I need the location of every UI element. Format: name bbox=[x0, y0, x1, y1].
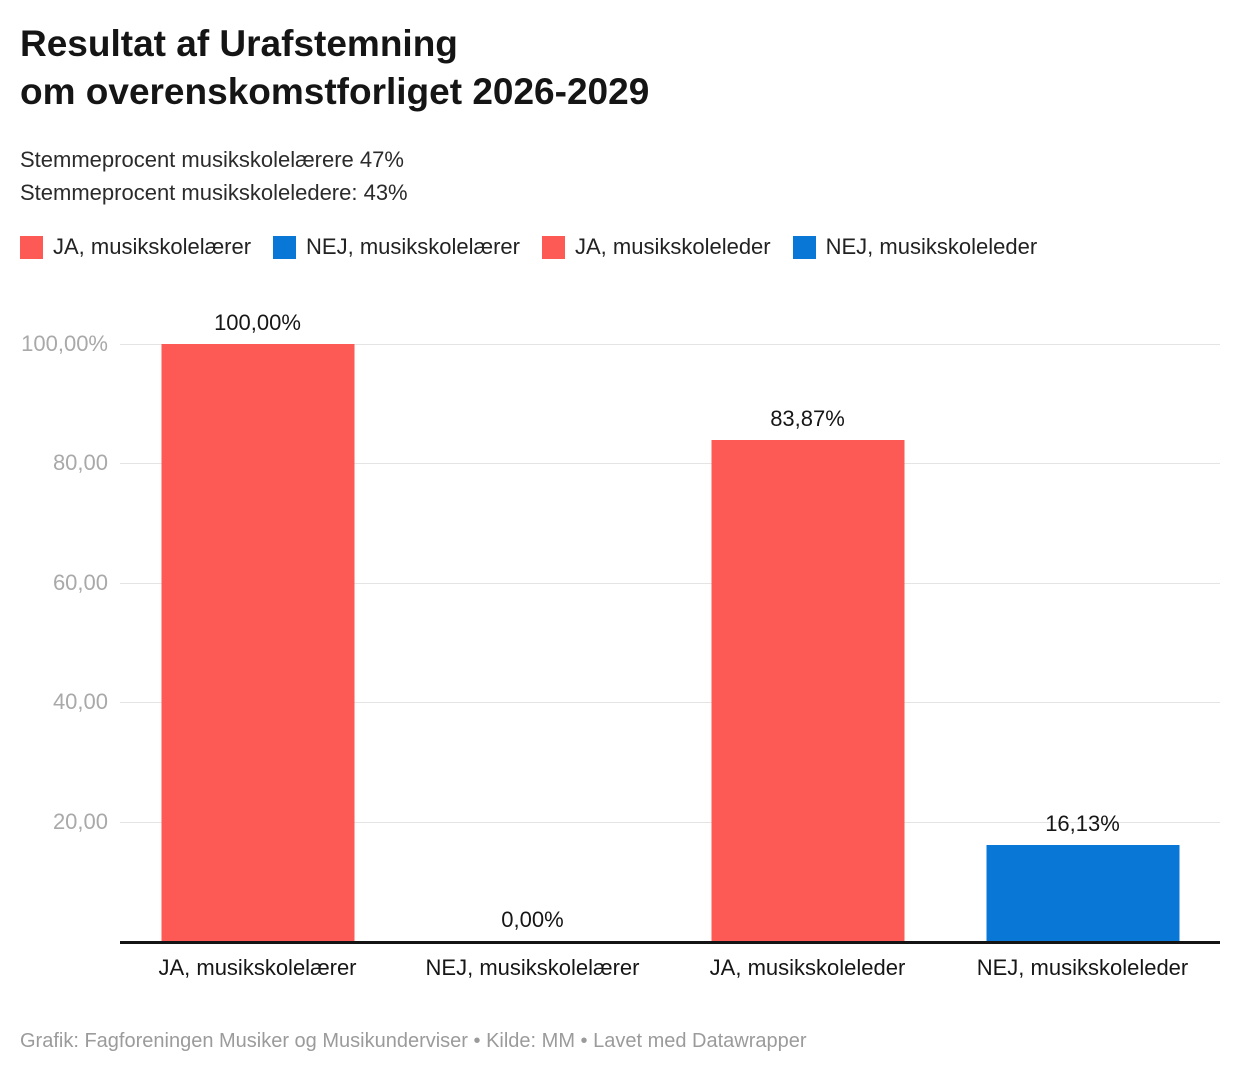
legend-item: NEJ, musikskolelærer bbox=[273, 234, 520, 260]
legend-item-label: JA, musikskolelærer bbox=[53, 234, 252, 259]
plot-area: 100,00% 80,00 60,00 40,00 20,00 100,00% 0,00% 8… bbox=[21, 310, 1220, 944]
bar-columns: 100,00% 0,00% 83,87% 16,13% bbox=[120, 310, 1220, 941]
y-axis-tick-label: 60,00 bbox=[52, 569, 108, 595]
legend: JA, musikskolelærer NEJ, musikskolelærer J… bbox=[20, 234, 1220, 260]
bar bbox=[986, 844, 1179, 941]
legend-swatch bbox=[541, 235, 565, 259]
footer-credit: Grafik: Fagforeningen Musiker og Musikun… bbox=[20, 1030, 807, 1052]
y-axis-tick-label: 80,00 bbox=[52, 450, 108, 476]
x-axis-category-label: JA, musikskolelærer bbox=[158, 955, 357, 980]
x-axis-labels: JA, musikskolelærer NEJ, musikskolelærer J… bbox=[120, 955, 1220, 981]
legend-swatch bbox=[273, 235, 297, 259]
x-axis-category-label: NEJ, musikskoleleder bbox=[976, 955, 1189, 980]
bar-slot: 16,13% bbox=[945, 344, 1220, 941]
bar-slot: 100,00% bbox=[120, 310, 395, 941]
legend-swatch bbox=[20, 235, 43, 259]
page-subtitle: Stemmeprocent musikskolelærere 47% Stemm… bbox=[20, 147, 408, 205]
y-axis-tick-label: 40,00 bbox=[52, 689, 108, 715]
gridline bbox=[120, 344, 1220, 345]
bar-value-label: 0,00% bbox=[501, 907, 564, 932]
legend-item-label: JA, musikskoleleder bbox=[574, 234, 771, 259]
bar-value-label: 83,87% bbox=[770, 406, 845, 432]
legend-item-label: NEJ, musikskolelærer bbox=[306, 234, 520, 259]
legend-item: NEJ, musikskoleleder bbox=[792, 234, 1038, 260]
bar-slot: 83,87% bbox=[670, 344, 945, 941]
gridline bbox=[120, 821, 1220, 823]
gridline bbox=[120, 582, 1220, 584]
bar-value-label: 16,13% bbox=[1045, 810, 1120, 836]
gridline bbox=[120, 702, 1220, 704]
y-axis-tick-label: 100,00% bbox=[21, 331, 108, 356]
bar-slot: 0,00% bbox=[395, 344, 670, 941]
page-title: Resultat af Urafstemning om overenskomst… bbox=[20, 23, 650, 112]
bar-value-label: 100,00% bbox=[214, 310, 301, 335]
bar bbox=[711, 440, 904, 941]
legend-item-label: NEJ, musikskoleleder bbox=[825, 234, 1038, 259]
legend-item: JA, musikskolelærer bbox=[20, 234, 251, 260]
legend-swatch bbox=[792, 235, 816, 259]
x-axis-category-label: NEJ, musikskolelærer bbox=[425, 955, 640, 980]
legend-item: JA, musikskoleleder bbox=[541, 234, 771, 260]
x-axis-category-label: JA, musikskoleleder bbox=[709, 955, 906, 980]
gridline bbox=[120, 463, 1220, 465]
bar bbox=[161, 344, 354, 941]
bar-chart: 100,00% 80,00 60,00 40,00 20,00 100,00% 0,00% 8… bbox=[20, 310, 1220, 981]
y-axis-tick-label: 20,00 bbox=[52, 808, 108, 834]
